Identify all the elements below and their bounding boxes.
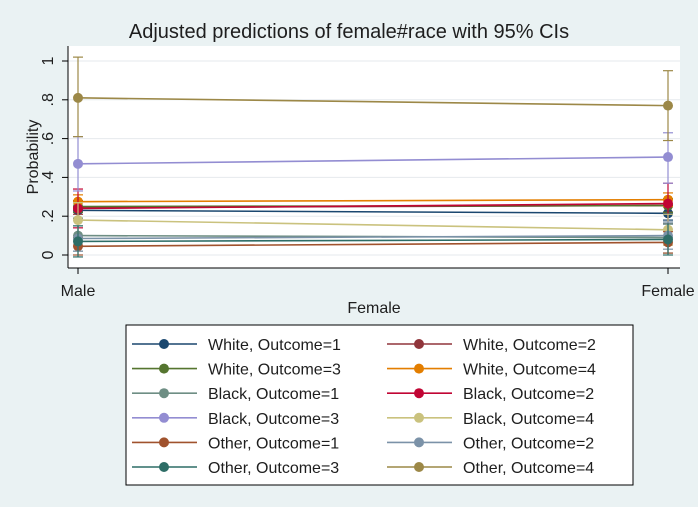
data-point (663, 100, 673, 111)
legend-swatch-marker (159, 412, 169, 423)
series-7 (73, 132, 673, 192)
series-line (77, 156, 669, 165)
y-axis-label: Probability (25, 120, 42, 195)
legend-swatch-marker (159, 388, 169, 399)
legend-swatch-marker (159, 339, 169, 349)
series-line (77, 238, 669, 243)
legend-item: Other, Outcome=1 (132, 435, 339, 452)
data-point (73, 158, 83, 169)
series-line (77, 241, 669, 248)
grid-lines (68, 60, 680, 256)
legend-box (125, 324, 634, 486)
legend-label: Other, Outcome=4 (463, 460, 594, 477)
legend-swatch-marker (414, 437, 424, 448)
plot-area (68, 46, 680, 268)
legend-item: White, Outcome=4 (387, 362, 596, 379)
series-line (77, 234, 669, 240)
y-tick-label: .6 (40, 132, 57, 145)
legend-item: Other, Outcome=4 (387, 460, 594, 477)
legend-label: Black, Outcome=1 (208, 386, 339, 403)
legend-label: Black, Outcome=2 (463, 386, 594, 403)
legend-swatch-marker (159, 462, 169, 472)
legend-label: Black, Outcome=4 (463, 411, 594, 428)
legend-item: Black, Outcome=2 (387, 386, 594, 403)
legend-swatch-marker (414, 339, 424, 349)
legend-label: White, Outcome=1 (208, 337, 341, 354)
series-line (77, 198, 669, 203)
legend-item: Black, Outcome=3 (132, 411, 339, 428)
legend-item: Black, Outcome=4 (387, 411, 594, 428)
series-6 (73, 182, 673, 229)
data-point (663, 234, 673, 245)
legend-swatch-marker (414, 462, 424, 472)
legend-item: White, Outcome=2 (387, 337, 596, 354)
y-ticks: 0 .2 .4 .6 .8 1 (40, 56, 68, 259)
legend-swatch-marker (159, 437, 169, 448)
y-tick-label: .8 (40, 93, 57, 106)
chart-title: Adjusted predictions of female#race with… (129, 21, 569, 43)
series-11 (73, 223, 673, 258)
data-point (73, 236, 83, 247)
y-tick-label: .4 (40, 171, 57, 184)
legend-item: White, Outcome=1 (132, 337, 341, 354)
legend-item: White, Outcome=3 (132, 362, 341, 379)
x-axis-label: Female (347, 300, 400, 317)
legend-label: White, Outcome=3 (208, 362, 341, 379)
data-point (73, 92, 83, 103)
series-group (73, 56, 673, 258)
legend-swatch-marker (414, 412, 424, 423)
series-12 (73, 56, 673, 142)
legend-item: Other, Outcome=3 (132, 460, 339, 477)
legend-label: White, Outcome=2 (463, 337, 596, 354)
series-line (77, 202, 669, 210)
y-tick-label: 0 (40, 250, 57, 259)
legend: White, Outcome=1 White, Outcome=2 White, O… (125, 324, 634, 486)
legend-item: Other, Outcome=2 (387, 435, 594, 452)
legend-label: Other, Outcome=2 (463, 435, 594, 452)
x-tick-label: Male (61, 283, 96, 300)
x-ticks: Male Female (61, 268, 695, 300)
legend-label: Other, Outcome=3 (208, 460, 339, 477)
series-line (77, 209, 669, 215)
data-point (663, 152, 673, 163)
legend-item: Black, Outcome=1 (132, 386, 339, 403)
series-line (77, 97, 669, 107)
y-tick-label: 1 (40, 56, 57, 65)
legend-label: White, Outcome=4 (463, 362, 596, 379)
series-line (77, 219, 669, 231)
x-tick-label: Female (641, 283, 694, 300)
data-point (73, 215, 83, 226)
y-tick-label: .2 (40, 209, 57, 222)
legend-swatch-marker (414, 388, 424, 399)
legend-swatch-marker (414, 363, 424, 374)
legend-label: Other, Outcome=1 (208, 435, 339, 452)
data-point (663, 198, 673, 209)
legend-swatch-marker (159, 363, 169, 374)
legend-label: Black, Outcome=3 (208, 411, 339, 428)
